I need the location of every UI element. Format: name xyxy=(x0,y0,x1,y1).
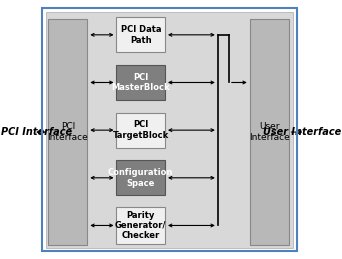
Bar xyxy=(117,113,165,148)
Text: Configuration
Space: Configuration Space xyxy=(108,168,173,188)
Text: PCI Data
Path: PCI Data Path xyxy=(120,25,161,45)
Bar xyxy=(250,19,289,246)
Bar xyxy=(117,160,165,195)
Text: PCI
MasterBlock: PCI MasterBlock xyxy=(111,73,170,92)
Text: Parity
Generator/
Checker: Parity Generator/ Checker xyxy=(115,211,167,240)
Text: User
Interface: User Interface xyxy=(249,122,290,142)
Bar xyxy=(49,19,87,246)
Bar xyxy=(117,207,165,244)
Bar xyxy=(117,65,165,100)
Text: User Interface: User Interface xyxy=(263,127,341,137)
Text: PCI
TargetBlock: PCI TargetBlock xyxy=(113,120,169,140)
Bar xyxy=(117,17,165,52)
Text: PCI Interface: PCI Interface xyxy=(1,127,72,137)
Bar xyxy=(46,12,293,248)
Text: PCI
Interface: PCI Interface xyxy=(48,122,88,142)
